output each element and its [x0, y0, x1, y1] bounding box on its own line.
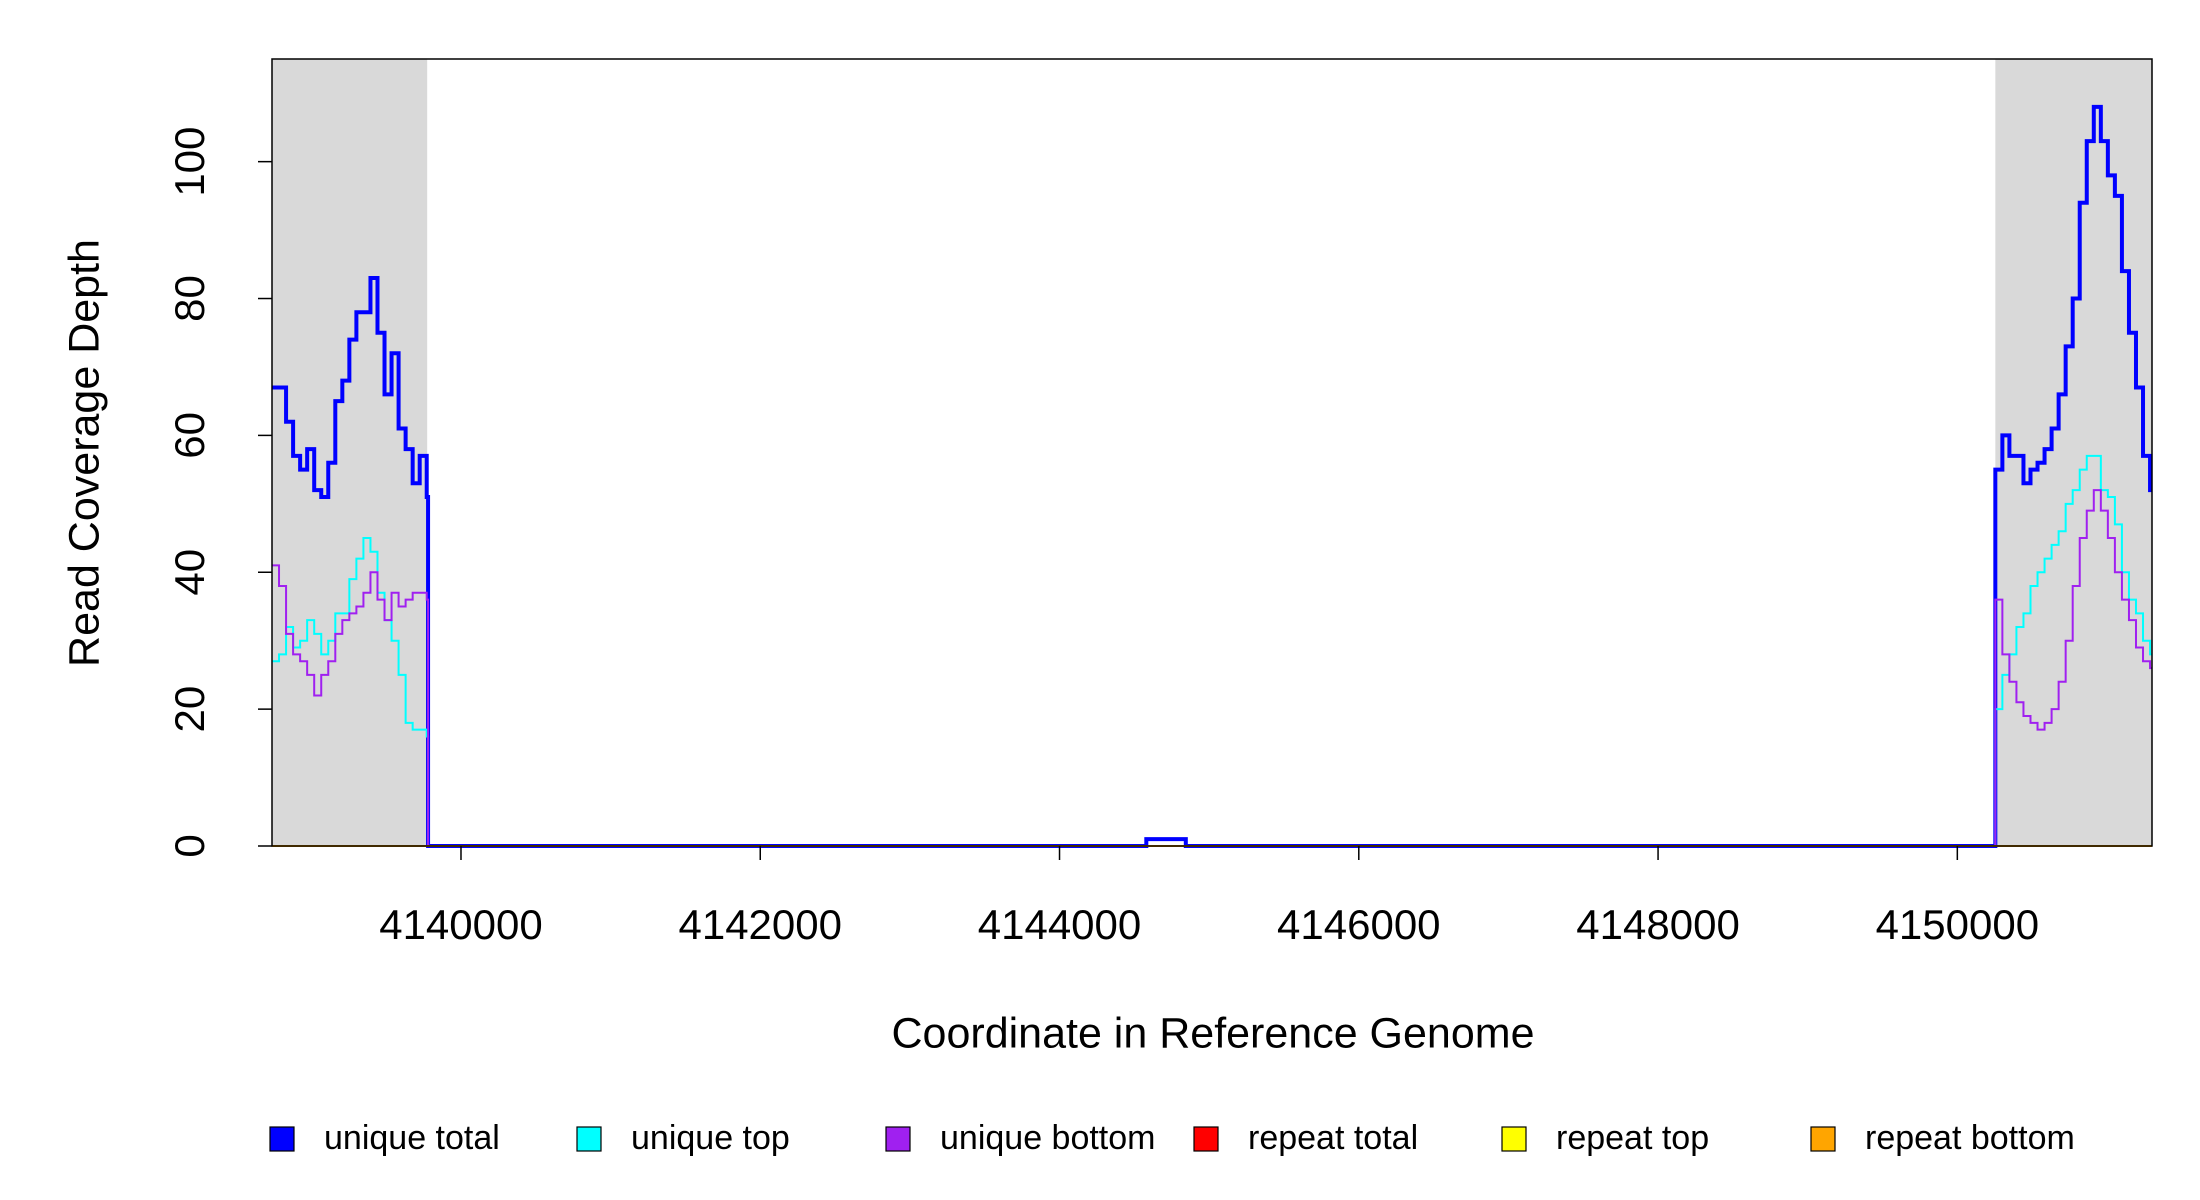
y-tick-label: 60	[166, 412, 213, 459]
legend-label: repeat total	[1248, 1119, 1418, 1157]
series-line	[272, 104, 2153, 848]
x-tick-label: 4148000	[1576, 901, 1740, 948]
legend-label: unique bottom	[940, 1119, 1156, 1157]
y-tick-label: 0	[166, 834, 213, 857]
y-tick-label: 40	[166, 549, 213, 596]
x-tick-label: 4144000	[978, 901, 1142, 948]
legend-label: repeat top	[1556, 1119, 1709, 1157]
y-tick-label: 100	[166, 127, 213, 197]
legend-swatch	[1810, 1126, 1836, 1152]
y-axis-title: Read Coverage Depth	[60, 239, 108, 667]
y-tick-label: 20	[166, 686, 213, 733]
legend-swatch	[269, 1126, 295, 1152]
legend-swatch	[576, 1126, 602, 1152]
series-line	[272, 454, 2152, 847]
x-tick-label: 4140000	[379, 901, 543, 948]
legend-swatch	[1193, 1126, 1219, 1152]
legend-label: repeat bottom	[1865, 1119, 2075, 1157]
shaded-region	[272, 59, 428, 846]
y-tick-label: 80	[166, 275, 213, 322]
x-tick-label: 4146000	[1277, 901, 1441, 948]
x-tick-label: 4142000	[678, 901, 842, 948]
shaded-region	[1995, 59, 2152, 846]
legend-swatch	[885, 1126, 911, 1152]
legend-label: unique top	[631, 1119, 790, 1157]
series-line	[272, 489, 2152, 847]
x-tick-label: 4150000	[1876, 901, 2040, 948]
x-axis-title: Coordinate in Reference Genome	[892, 1009, 1535, 1057]
plot-frame	[271, 58, 2153, 847]
legend-label: unique total	[324, 1119, 500, 1157]
legend-swatch	[1501, 1126, 1527, 1152]
